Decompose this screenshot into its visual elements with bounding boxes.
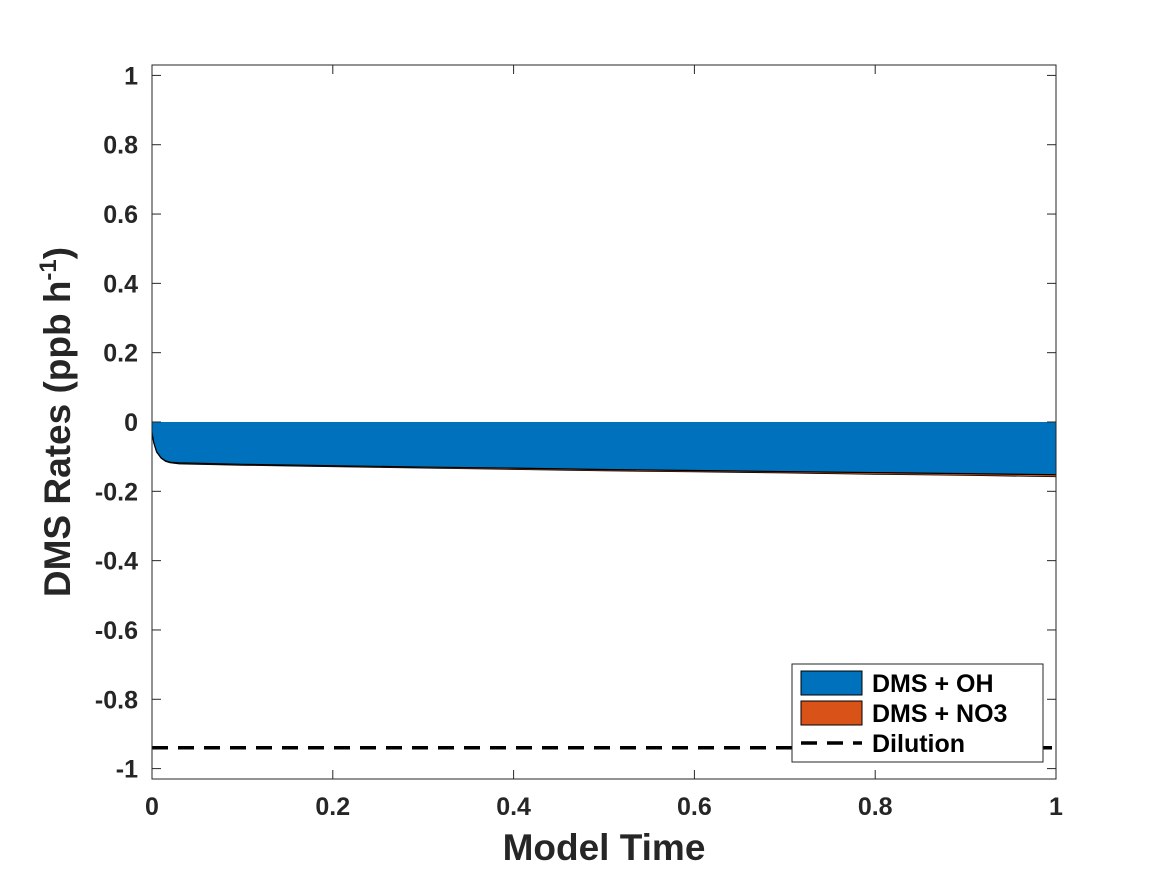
- y-tick-label: -0.2: [95, 478, 138, 506]
- y-tick-label: 0.6: [103, 201, 138, 229]
- x-tick-label: 0: [145, 793, 159, 821]
- legend-label: Dilution: [872, 730, 965, 758]
- y-tick-label: 0.8: [103, 132, 138, 160]
- legend-swatch-dms-oh: [801, 671, 862, 695]
- y-axis-title-main: DMS Rates (ppb h: [37, 281, 78, 598]
- y-tick-label: 0.4: [103, 270, 138, 298]
- legend-label: DMS + OH: [872, 670, 994, 698]
- x-tick-label: 0.4: [496, 793, 531, 821]
- x-tick-label: 0.8: [858, 793, 893, 821]
- y-axis-title-superscript: -1: [35, 259, 62, 280]
- y-tick-label: -1: [116, 756, 138, 784]
- y-axis-title: DMS Rates (ppb h-1): [35, 247, 78, 597]
- y-tick-label: 1: [124, 62, 138, 90]
- y-tick-label: -0.4: [95, 548, 138, 576]
- x-tick-label: 0.6: [677, 793, 712, 821]
- x-tick-label: 1: [1049, 793, 1063, 821]
- y-tick-label: 0.2: [103, 340, 138, 368]
- y-tick-label: 0: [124, 409, 138, 437]
- y-tick-label: -0.6: [95, 617, 138, 645]
- legend-swatch-dms-no3: [801, 701, 862, 725]
- y-tick-label: -0.8: [95, 686, 138, 714]
- x-axis-title: Model Time: [503, 827, 706, 868]
- x-tick-label: 0.2: [315, 793, 350, 821]
- legend-label: DMS + NO3: [872, 700, 1007, 728]
- y-axis-title-close: ): [37, 247, 78, 259]
